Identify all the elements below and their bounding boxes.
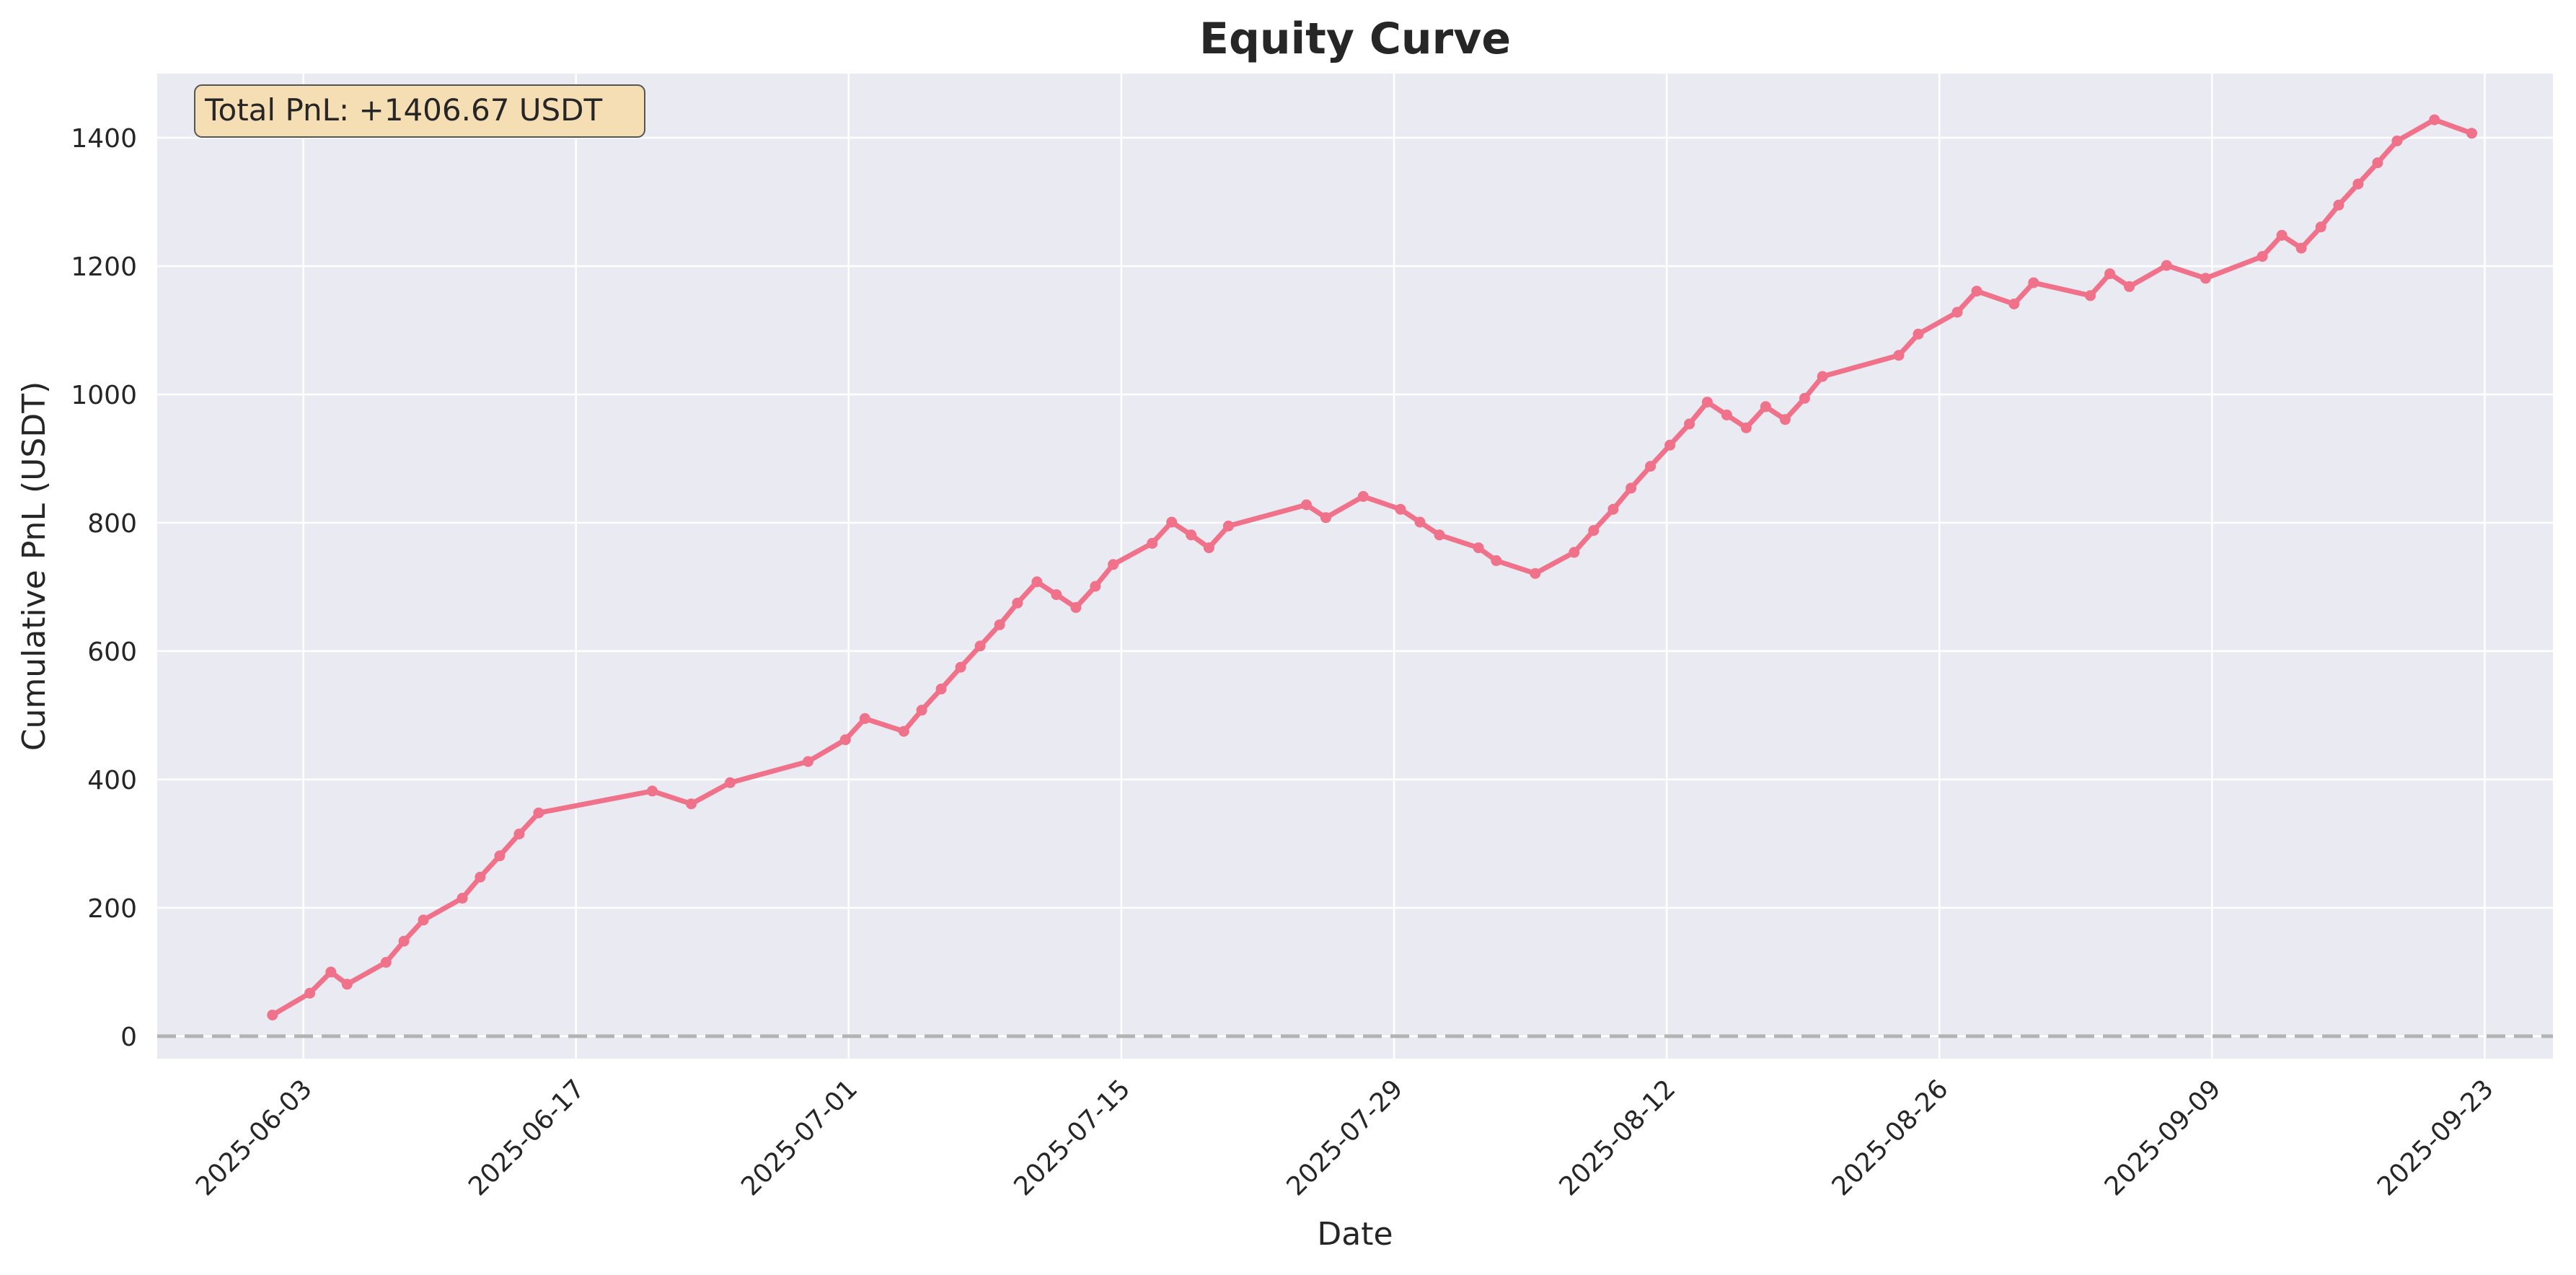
y-tick-label: 800 [87, 509, 137, 539]
data-point [1434, 529, 1445, 541]
data-point [267, 1010, 278, 1020]
data-point [2257, 251, 2268, 262]
data-point [1913, 328, 1924, 340]
y-tick-label: 600 [87, 638, 137, 667]
y-tick-label: 0 [120, 1023, 137, 1052]
data-point [2028, 277, 2039, 288]
data-point [513, 829, 525, 839]
data-point [2085, 290, 2096, 301]
data-point [1971, 286, 1982, 297]
data-point [1203, 542, 1214, 554]
data-point [1222, 520, 1234, 531]
data-point [2104, 268, 2116, 280]
data-point [1664, 439, 1676, 451]
data-point [1301, 499, 1312, 511]
data-point [2466, 128, 2477, 139]
x-axis-label: Date [1317, 1216, 1393, 1253]
data-point [1588, 525, 1600, 537]
data-point [1090, 581, 1101, 592]
data-point [859, 712, 870, 724]
data-point [1012, 597, 1023, 609]
data-point [1817, 371, 1828, 382]
data-point [533, 807, 544, 819]
data-point [1569, 547, 1580, 558]
series-points-layer [267, 114, 2477, 1020]
y-axis-label: Cumulative PnL (USDT) [16, 381, 53, 751]
data-point [2008, 299, 2020, 309]
data-point [1320, 512, 1331, 524]
y-tick-label: 400 [87, 766, 137, 795]
data-point [1645, 461, 1657, 472]
data-point [916, 705, 927, 716]
data-point [380, 957, 392, 968]
data-point [304, 987, 316, 999]
data-point [2315, 221, 2326, 233]
data-point [2429, 114, 2440, 125]
data-point [2352, 178, 2364, 190]
data-point [955, 661, 966, 673]
data-point [2391, 135, 2403, 146]
data-point [1530, 568, 1541, 579]
data-point [647, 785, 658, 797]
chart-title: Equity Curve [1199, 14, 1511, 64]
data-point [1721, 409, 1732, 420]
data-point [1951, 306, 1963, 318]
y-tick-label: 1200 [71, 252, 137, 282]
data-point [1031, 576, 1043, 588]
data-point [2372, 157, 2383, 169]
data-point [2200, 273, 2211, 284]
data-point [1799, 392, 1810, 404]
data-point [1357, 490, 1369, 502]
data-point [1779, 414, 1791, 425]
data-point [898, 725, 909, 737]
data-point [974, 640, 986, 652]
data-point [398, 935, 410, 947]
data-point [1473, 542, 1484, 554]
y-axis-ticks: 0 200 400 600 800 1000 1200 1400 [71, 124, 137, 1052]
data-point [1607, 503, 1619, 515]
data-point [1108, 559, 1119, 570]
data-point [1740, 422, 1752, 433]
data-point [1684, 418, 1695, 430]
data-point [1701, 397, 1713, 408]
total-pnl-annotation: Total PnL: +1406.67 USDT [194, 84, 645, 138]
data-point [475, 871, 486, 883]
data-point [1070, 601, 1082, 613]
data-point [725, 777, 736, 788]
data-point [1626, 482, 1637, 494]
data-point [2333, 199, 2345, 211]
data-point [2161, 260, 2172, 271]
data-point [456, 893, 468, 904]
data-point [1893, 350, 1905, 361]
annotation-text: Total PnL: +1406.67 USDT [204, 92, 603, 128]
data-point [935, 683, 947, 694]
data-point [1051, 589, 1062, 601]
data-point [341, 979, 353, 990]
data-point [1147, 537, 1158, 549]
data-point [839, 734, 851, 746]
data-point [2124, 281, 2135, 292]
y-tick-label: 1400 [71, 124, 137, 154]
data-point [1395, 503, 1406, 515]
data-point [686, 798, 697, 810]
data-point [418, 914, 429, 926]
data-point [1414, 516, 1426, 528]
data-point [2295, 242, 2307, 254]
data-point [1491, 555, 1502, 566]
data-point [994, 619, 1005, 630]
data-point [494, 850, 506, 862]
data-point [325, 966, 337, 978]
y-tick-label: 1000 [71, 381, 137, 410]
y-tick-label: 200 [87, 894, 137, 924]
data-point [1166, 516, 1178, 528]
data-point [1186, 529, 1197, 541]
data-point [1760, 401, 1771, 412]
annotation-box [194, 84, 645, 138]
plot-area [157, 74, 2553, 1059]
data-point [2276, 229, 2288, 241]
data-point [803, 756, 813, 767]
